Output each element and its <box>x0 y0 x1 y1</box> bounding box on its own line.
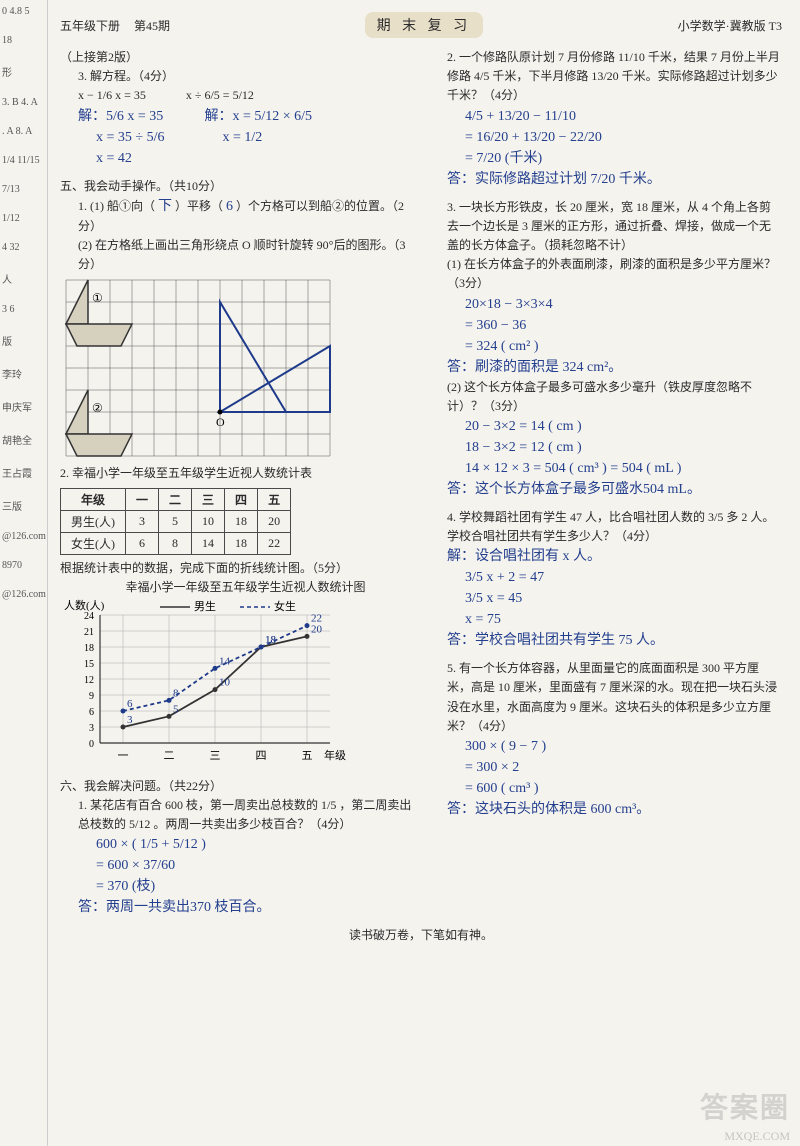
svg-text:五: 五 <box>302 750 313 762</box>
q3-prompt: 3. 解方程。（4分） <box>78 67 413 86</box>
r-q3-1: (1) 在长方体盒子的外表面刷漆，刷漆的面积是多少平方厘米？（3分） <box>447 255 782 293</box>
svg-text:12: 12 <box>84 675 94 686</box>
section5-title: 五、我会动手操作。（共10分） <box>60 177 413 196</box>
watermark-url: MXQE.COM <box>724 1129 790 1144</box>
svg-text:6: 6 <box>127 698 133 710</box>
r-sol4a: 解：设合唱社团有 x 人。 <box>447 546 782 567</box>
page-footer: 读书破万卷，下笔如有神。 <box>60 926 782 943</box>
q5-1: 1. (1) 船①向（ 下 ）平移（ 6 ）个方格可以到船②的位置。（2分） <box>78 196 413 236</box>
chart-title: 幸福小学一年级至五年级学生近视人数统计图 <box>78 578 413 597</box>
section6-title: 六、我会解决问题。（共22分） <box>60 777 413 796</box>
svg-text:9: 9 <box>89 691 94 702</box>
svg-text:18: 18 <box>84 643 94 654</box>
sol1b: x = 35 ÷ 5/6 <box>96 127 164 148</box>
svg-text:15: 15 <box>84 659 94 670</box>
r-sol5c: = 600 ( cm³ ) <box>465 778 782 799</box>
svg-text:14: 14 <box>219 655 231 667</box>
grid-figure: ① ② O <box>60 274 340 464</box>
stat-table: 年级一二三四五男生(人)35101820女生(人)68141822 <box>60 488 291 555</box>
sol6-1d: 答：两周一共卖出370 枝百合。 <box>78 897 413 918</box>
r-sol4c: 3/5 x = 45 <box>465 588 782 609</box>
q5-1-ans1: 下 <box>158 199 172 214</box>
svg-text:24: 24 <box>84 611 94 622</box>
r-sol2d: 答：实际修路超过计划 7/20 千米。 <box>447 169 782 190</box>
svg-text:人数(人): 人数(人) <box>64 599 105 612</box>
svg-text:男生: 男生 <box>194 599 216 613</box>
r-sol2a: 4/5 + 13/20 − 11/10 <box>465 106 782 127</box>
left-column: （上接第2版） 3. 解方程。（4分） x − 1/6 x = 35 x ÷ 6… <box>60 48 413 918</box>
r-sol4d: x = 75 <box>465 609 782 630</box>
r-q3: 3. 一块长方形铁皮，长 20 厘米，宽 18 厘米，从 4 个角上各剪去一个边… <box>447 198 782 256</box>
r-sol3-2d: 答：这个长方体盒子最多可盛水504 mL。 <box>447 479 782 500</box>
svg-text:21: 21 <box>84 627 94 638</box>
r-sol4e: 答：学校合唱社团共有学生 75 人。 <box>447 630 782 651</box>
r-sol2b: = 16/20 + 13/20 − 22/20 <box>465 127 782 148</box>
svg-text:8: 8 <box>173 687 179 699</box>
svg-text:年级: 年级 <box>324 748 346 762</box>
q6-1: 1. 某花店有百合 600 枝，第一周卖出总枝数的 1/5 ，第二周卖出总枝数的… <box>78 796 413 834</box>
r-q4: 4. 学校舞蹈社团有学生 47 人，比合唱社团人数的 3/5 多 2 人。学校合… <box>447 508 782 546</box>
header-title: 期 末 复 习 <box>365 12 484 38</box>
left-margin-strip: 0 4.8 518形3. B 4. A. A 8. A1/4 11/157/13… <box>0 0 48 1146</box>
svg-text:0: 0 <box>89 739 94 750</box>
q5-1-ans2: 6 <box>226 199 233 214</box>
svg-text:6: 6 <box>89 707 94 718</box>
r-sol3-1c: = 324 ( cm² ) <box>465 336 782 357</box>
eq1: x − 1/6 x = 35 <box>78 86 146 105</box>
header-grade: 五年级下册 <box>60 17 120 34</box>
r-sol3-2c: 14 × 12 × 3 = 504 ( cm³ ) = 504 ( mL ) <box>465 458 782 479</box>
svg-text:O: O <box>216 415 225 429</box>
line-chart: 0 3 6 9 12 15 18 21 24 一 二 三 四 五 人数(人) 年级 男生 女生 3 5 10 18 20 6 8… <box>60 597 360 777</box>
sol1a: 解：5/6 x = 35 <box>78 106 164 127</box>
r-sol3-2a: 20 − 3×2 = 14 ( cm ) <box>465 416 782 437</box>
svg-text:②: ② <box>92 401 103 415</box>
right-column: 2. 一个修路队原计划 7 月份修路 11/10 千米，结果 7 月份上半月修路… <box>429 48 782 918</box>
chart-caption: 根据统计表中的数据，完成下面的折线统计图。（5分） <box>60 559 413 578</box>
svg-text:3: 3 <box>127 714 133 726</box>
sol1c: x = 42 <box>96 148 164 169</box>
q5-1b: ）平移（ <box>175 199 223 213</box>
header-right: 小学数学·冀教版 T3 <box>678 17 782 34</box>
page-header: 五年级下册 第45期 期 末 复 习 小学数学·冀教版 T3 <box>60 10 782 40</box>
r-sol3-1b: = 360 − 36 <box>465 315 782 336</box>
header-issue: 第45期 <box>134 17 170 34</box>
svg-text:22: 22 <box>311 613 322 625</box>
r-sol3-2b: 18 − 3×2 = 12 ( cm ) <box>465 437 782 458</box>
r-q2: 2. 一个修路队原计划 7 月份修路 11/10 千米，结果 7 月份上半月修路… <box>447 48 782 106</box>
q5-1a: 1. (1) 船①向（ <box>78 199 155 213</box>
sol2a: 解：x = 5/12 × 6/5 <box>204 106 312 127</box>
svg-text:①: ① <box>92 291 103 305</box>
svg-text:18: 18 <box>265 634 277 646</box>
r-sol3-1a: 20×18 − 3×3×4 <box>465 294 782 315</box>
page: 五年级下册 第45期 期 末 复 习 小学数学·冀教版 T3 （上接第2版） 3… <box>0 0 800 953</box>
r-sol2c: = 7/20 (千米) <box>465 148 782 169</box>
sol6-1a: 600 × ( 1/5 + 5/12 ) <box>96 834 413 855</box>
r-sol5d: 答：这块石头的体积是 600 cm³。 <box>447 799 782 820</box>
sol6-1b: = 600 × 37/60 <box>96 855 413 876</box>
watermark: 答案圈 <box>700 1086 790 1126</box>
svg-text:5: 5 <box>173 703 179 715</box>
sol6-1c: = 370 (枝) <box>96 876 413 897</box>
svg-text:3: 3 <box>89 723 94 734</box>
r-sol3-1d: 答：刷漆的面积是 324 cm²。 <box>447 357 782 378</box>
svg-text:三: 三 <box>210 750 221 762</box>
r-q5: 5. 有一个长方体容器，从里面量它的底面面积是 300 平方厘米，高是 10 厘… <box>447 659 782 736</box>
r-sol5b: = 300 × 2 <box>465 757 782 778</box>
q5-table-title: 2. 幸福小学一年级至五年级学生近视人数统计表 <box>60 464 413 483</box>
continued-note: （上接第2版） <box>60 48 413 67</box>
r-q3-2: (2) 这个长方体盒子最多可盛水多少毫升（铁皮厚度忽略不计）？（3分） <box>447 378 782 416</box>
eq2: x ÷ 6/5 = 5/12 <box>186 86 254 105</box>
r-sol4b: 3/5 x + 2 = 47 <box>465 567 782 588</box>
svg-text:女生: 女生 <box>274 599 296 613</box>
sol2b: x = 1/2 <box>222 127 312 148</box>
q5-2: (2) 在方格纸上画出三角形绕点 O 顺时针旋转 90°后的图形。（3分） <box>78 236 413 274</box>
r-sol5a: 300 × ( 9 − 7 ) <box>465 736 782 757</box>
svg-text:四: 四 <box>256 750 267 762</box>
svg-text:一: 一 <box>118 750 129 762</box>
svg-text:20: 20 <box>311 623 323 635</box>
svg-text:10: 10 <box>219 677 231 689</box>
svg-text:二: 二 <box>164 750 175 762</box>
